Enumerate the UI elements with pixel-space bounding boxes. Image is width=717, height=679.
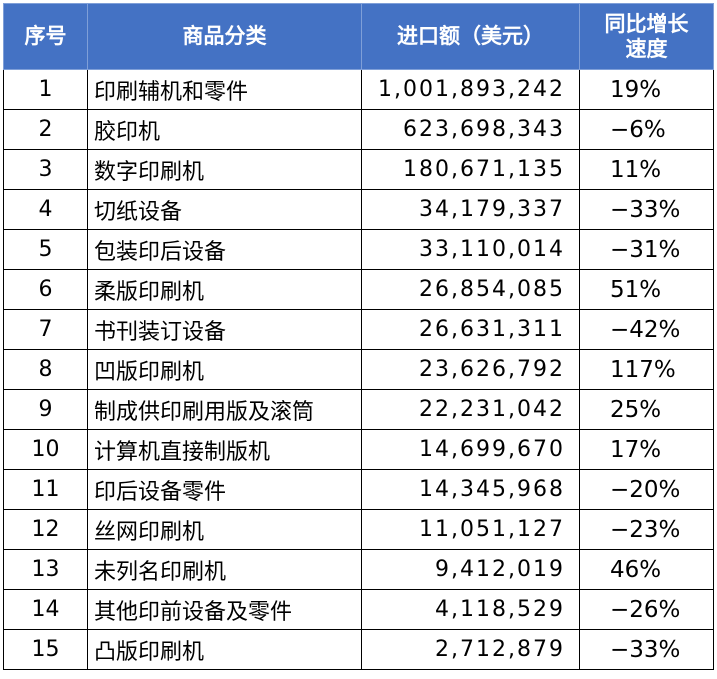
- row-import-value: 9,412,019: [361, 549, 580, 590]
- row-category: 印刷辅机和零件: [87, 69, 362, 110]
- row-index: 7: [3, 309, 88, 350]
- row-index: 12: [3, 509, 88, 550]
- row-category: 制成供印刷用版及滚筒: [87, 389, 362, 430]
- row-growth: 117%: [579, 349, 714, 390]
- row-import-value: 23,626,792: [361, 349, 580, 390]
- row-growth: 25%: [579, 389, 714, 430]
- table-body: 1 印刷辅机和零件 1,001,893,242 19% 2 胶印机 623,698,343−…: [3, 69, 714, 670]
- row-growth: −33%: [579, 629, 714, 670]
- row-category: 数字印刷机: [87, 149, 362, 190]
- row-index: 1: [3, 69, 88, 110]
- row-index: 13: [3, 549, 88, 590]
- table-row: 7 书刊装订设备 26,631,311 −42%: [3, 309, 714, 350]
- row-index: 14: [3, 589, 88, 630]
- row-growth: 11%: [579, 149, 714, 190]
- row-category: 胶印机: [87, 109, 362, 150]
- row-category: 切纸设备: [87, 189, 362, 230]
- row-growth: −31%: [579, 229, 714, 270]
- row-growth: −6%: [579, 109, 714, 150]
- row-growth: −42%: [579, 309, 714, 350]
- table-row: 4 切纸设备 34,179,337 −33%: [3, 189, 714, 230]
- import-data-table: 序号 商品分类 进口额（美元） 同比增长速度 1 印刷辅机和零件 1,001,893…: [3, 3, 714, 670]
- row-category: 印后设备零件: [87, 469, 362, 510]
- row-index: 10: [3, 429, 88, 470]
- table-row: 13 未列名印刷机 9,412,019 46%: [3, 549, 714, 590]
- row-category: 包装印后设备: [87, 229, 362, 270]
- table-row: 10 计算机直接制版机 14,699,670 17%: [3, 429, 714, 470]
- row-import-value: 14,345,968: [361, 469, 580, 510]
- table-row: 11 印后设备零件 14,345,968 −20%: [3, 469, 714, 510]
- row-index: 8: [3, 349, 88, 390]
- row-category: 凸版印刷机: [87, 629, 362, 670]
- table-row: 12 丝网印刷机 11,051,127 −23%: [3, 509, 714, 550]
- row-import-value: 1,001,893,242: [361, 69, 580, 110]
- row-import-value: 33,110,014: [361, 229, 580, 270]
- row-category: 凹版印刷机: [87, 349, 362, 390]
- table-row: 3 数字印刷机 180,671,135 11%: [3, 149, 714, 190]
- row-index: 11: [3, 469, 88, 510]
- row-growth: −33%: [579, 189, 714, 230]
- row-growth: −23%: [579, 509, 714, 550]
- row-growth: 17%: [579, 429, 714, 470]
- table-row: 14 其他印前设备及零件 4,118,529 −26%: [3, 589, 714, 630]
- row-growth: 51%: [579, 269, 714, 310]
- row-growth: 46%: [579, 549, 714, 590]
- row-import-value: 22,231,042: [361, 389, 580, 430]
- table-row: 2 胶印机 623,698,343 −6%: [3, 109, 714, 150]
- row-growth: −26%: [579, 589, 714, 630]
- row-import-value: 26,854,085: [361, 269, 580, 310]
- table-row: 6 柔版印刷机 26,854,085 51%: [3, 269, 714, 310]
- header-growth: 同比增长速度: [579, 3, 714, 70]
- table-row: 1 印刷辅机和零件 1,001,893,242 19%: [3, 69, 714, 110]
- row-import-value: 2,712,879: [361, 629, 580, 670]
- table-header-row: 序号 商品分类 进口额（美元） 同比增长速度: [3, 3, 714, 70]
- table-row: 15 凸版印刷机 2,712,879 −33%: [3, 629, 714, 670]
- table-row: 9 制成供印刷用版及滚筒 22,231,042 25%: [3, 389, 714, 430]
- row-index: 5: [3, 229, 88, 270]
- row-category: 丝网印刷机: [87, 509, 362, 550]
- row-index: 15: [3, 629, 88, 670]
- header-index: 序号: [3, 3, 88, 70]
- row-category: 计算机直接制版机: [87, 429, 362, 470]
- row-growth: 19%: [579, 69, 714, 110]
- row-import-value: 180,671,135: [361, 149, 580, 190]
- header-category: 商品分类: [87, 3, 362, 70]
- row-import-value: 34,179,337: [361, 189, 580, 230]
- header-import-value: 进口额（美元）: [361, 3, 580, 70]
- row-import-value: 11,051,127: [361, 509, 580, 550]
- row-index: 4: [3, 189, 88, 230]
- row-category: 未列名印刷机: [87, 549, 362, 590]
- row-category: 柔版印刷机: [87, 269, 362, 310]
- row-index: 6: [3, 269, 88, 310]
- row-import-value: 26,631,311: [361, 309, 580, 350]
- row-index: 2: [3, 109, 88, 150]
- row-category: 书刊装订设备: [87, 309, 362, 350]
- row-import-value: 14,699,670: [361, 429, 580, 470]
- row-index: 9: [3, 389, 88, 430]
- row-growth: −20%: [579, 469, 714, 510]
- row-index: 3: [3, 149, 88, 190]
- row-import-value: 4,118,529: [361, 589, 580, 630]
- row-import-value: 623,698,343: [361, 109, 580, 150]
- table-row: 5 包装印后设备 33,110,014 −31%: [3, 229, 714, 270]
- table-row: 8 凹版印刷机 23,626,792 117%: [3, 349, 714, 390]
- row-category: 其他印前设备及零件: [87, 589, 362, 630]
